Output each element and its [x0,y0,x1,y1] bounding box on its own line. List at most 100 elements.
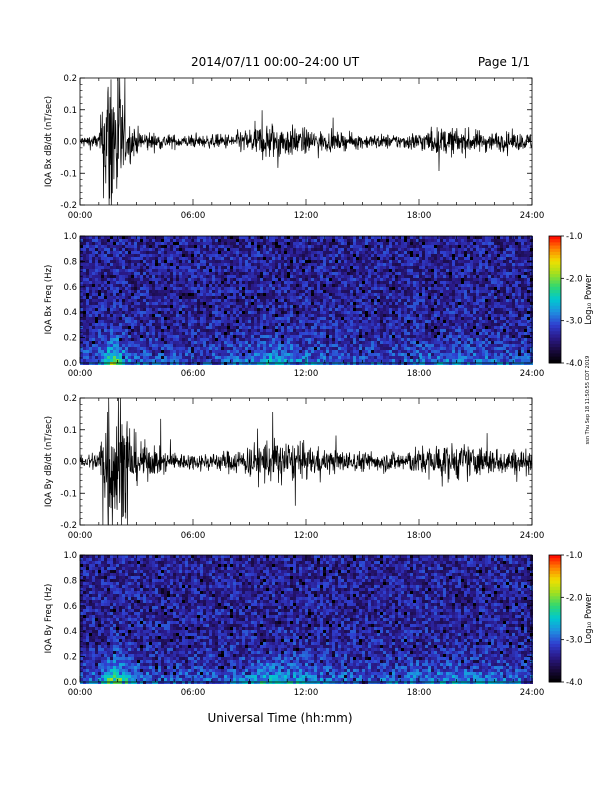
spectrogram-cell [305,356,308,359]
spectrogram-cell [332,353,335,356]
spectrogram-cell [179,269,182,272]
spectrogram-cell [332,284,335,287]
spectrogram-cell [155,344,158,347]
spectrogram-cell [356,257,359,260]
spectrogram-cell [392,287,395,290]
spectrogram-cell [401,236,404,239]
spectrogram-cell [257,347,260,350]
spectrogram-cell [107,302,110,305]
spectrogram-cell [167,254,170,257]
spectrogram-cell [269,299,272,302]
spectrogram-cell [230,254,233,257]
x-tick-label: 18:00 [407,211,432,221]
spectrogram-cell [245,356,248,359]
spectrogram-cell [347,338,350,341]
spectrogram-cell [206,293,209,296]
spectrogram-cell [242,329,245,332]
spectrogram-cell [398,281,401,284]
spectrogram-cell [332,248,335,251]
spectrogram-cell [278,362,281,365]
spectrogram-cell [170,293,173,296]
spectrogram-cell [167,323,170,326]
spectrogram-cell [275,311,278,314]
spectrogram-cell [392,332,395,335]
spectrogram-cell [197,281,200,284]
spectrogram-cell [278,236,281,239]
spectrogram-cell [98,296,101,299]
spectrogram-cell [317,257,320,260]
spectrogram-cell [128,323,131,326]
spectrogram-cell [293,272,296,275]
spectrogram-cell [149,260,152,263]
spectrogram-cell [98,353,101,356]
spectrogram-cell [281,323,284,326]
spectrogram-cell [131,338,134,341]
spectrogram-cell [245,293,248,296]
spectrogram-cell [233,296,236,299]
spectrogram-cell [140,275,143,278]
spectrogram-cell [164,308,167,311]
spectrogram-cell [416,269,419,272]
spectrogram-cell [131,353,134,356]
spectrogram-cell [377,332,380,335]
spectrogram-cell [140,263,143,266]
spectrogram-cell [152,338,155,341]
spectrogram-cell [218,317,221,320]
spectrogram-cell [221,362,224,365]
spectrogram-cell [197,278,200,281]
spectrogram-cell [347,287,350,290]
spectrogram-cell [371,359,374,362]
spectrogram-cell [407,272,410,275]
spectrogram-cell [158,242,161,245]
spectrogram-cell [92,290,95,293]
spectrogram-cell [326,287,329,290]
spectrogram-cell [326,239,329,242]
spectrogram-cell [419,281,422,284]
spectrogram-cell [116,347,119,350]
spectrogram-cell [137,287,140,290]
spectrogram-cell [245,257,248,260]
spectrogram-cell [161,254,164,257]
spectrogram-cell [356,269,359,272]
spectrogram-cell [215,308,218,311]
spectrogram-cell [173,260,176,263]
spectrogram-cell [305,335,308,338]
spectrogram-cell [155,299,158,302]
spectrogram-cell [323,293,326,296]
spectrogram-cell [182,251,185,254]
spectrogram-cell [359,296,362,299]
spectrogram-cell [326,266,329,269]
spectrogram-cell [170,266,173,269]
spectrogram-cell [212,290,215,293]
spectrogram-cell [167,236,170,239]
spectrogram-cell [362,284,365,287]
spectrogram-cell [299,320,302,323]
spectrogram-cell [188,269,191,272]
spectrogram-cell [362,287,365,290]
spectrogram-cell [143,296,146,299]
spectrogram-cell [230,314,233,317]
spectrogram-cell [350,293,353,296]
spectrogram-cell [314,263,317,266]
spectrogram-cell [404,356,407,359]
spectrogram-cell [341,263,344,266]
spectrogram-cell [368,344,371,347]
spectrogram-cell [236,341,239,344]
spectrogram-cell [344,254,347,257]
spectrogram-cell [83,305,86,308]
spectrogram-cell [350,314,353,317]
spectrogram-cell [281,338,284,341]
spectrogram-cell [218,329,221,332]
spectrogram-cell [230,278,233,281]
spectrogram-cell [80,266,83,269]
spectrogram-cell [221,254,224,257]
spectrogram-cell [302,242,305,245]
spectrogram-cell [251,344,254,347]
spectrogram-cell [101,281,104,284]
spectrogram-cell [179,338,182,341]
spectrogram-cell [362,332,365,335]
spectrogram-cell [242,302,245,305]
spectrogram-cell [161,287,164,290]
spectrogram-cell [392,362,395,365]
spectrogram-cell [362,293,365,296]
